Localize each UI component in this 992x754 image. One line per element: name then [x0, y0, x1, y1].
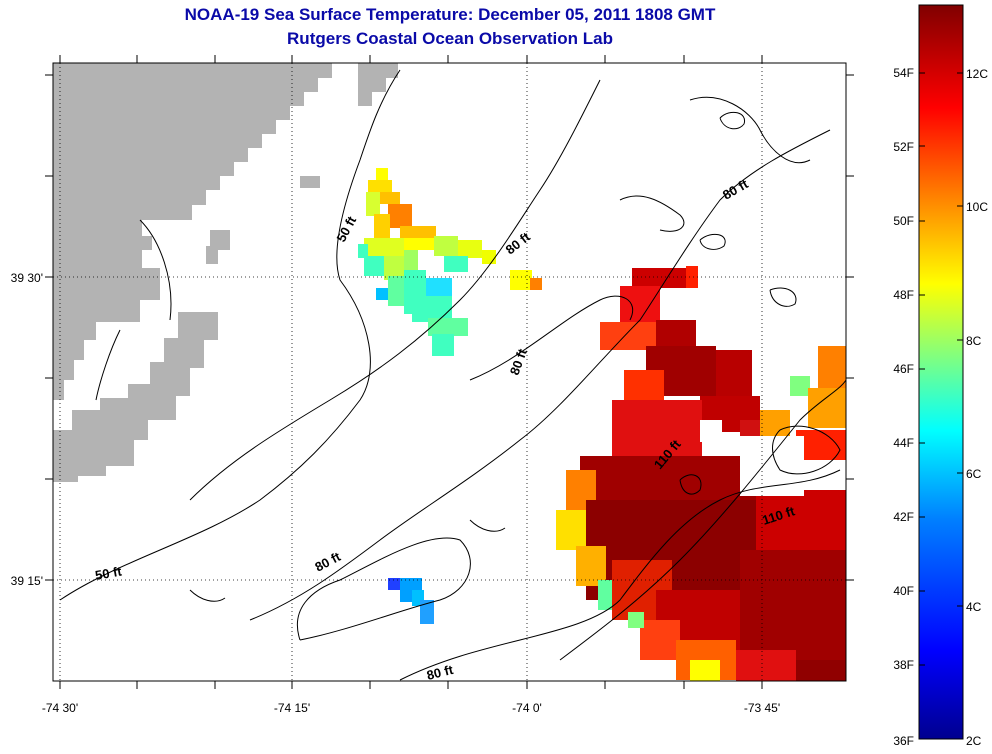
x-tick-label: -73 45'	[744, 701, 780, 715]
colorbar-f-label: 48F	[893, 288, 914, 302]
land-mass	[53, 63, 398, 482]
bathymetry-contours	[59, 69, 846, 681]
colorbar-c-label: 6C	[966, 467, 982, 481]
map-title: NOAA-19 Sea Surface Temperature: Decembe…	[184, 5, 716, 24]
colorbar-ticks	[919, 72, 963, 666]
colorbar-f-label: 54F	[893, 66, 914, 80]
colorbar-f-label: 42F	[893, 510, 914, 524]
x-tick-label: -74 30'	[42, 701, 78, 715]
sst-patch-warm	[556, 266, 846, 681]
sst-patch-cold	[388, 578, 434, 624]
colorbar-f-label: 52F	[893, 140, 914, 154]
colorbar-f-label: 50F	[893, 214, 914, 228]
map-subtitle: Rutgers Coastal Ocean Observation Lab	[287, 29, 613, 48]
colorbar-f-label: 38F	[893, 658, 914, 672]
colorbar-c-label: 2C	[966, 734, 982, 748]
sst-patch-north	[358, 168, 542, 356]
colorbar	[918, 4, 964, 740]
y-tick-label: 39 15'	[11, 574, 43, 588]
colorbar-c-label: 8C	[966, 334, 982, 348]
colorbar-c-label: 12C	[966, 67, 988, 81]
colorbar-c-label: 10C	[966, 200, 988, 214]
colorbar-fahrenheit-labels: 54F 52F 50F 48F 46F 44F 42F 40F 38F 36F	[893, 66, 914, 748]
x-tick-label: -74 15'	[274, 701, 310, 715]
colorbar-f-label: 36F	[893, 734, 914, 748]
map-frame	[45, 55, 854, 689]
colorbar-f-label: 44F	[893, 436, 914, 450]
colorbar-celsius-labels: 12C 10C 8C 6C 4C 2C	[966, 67, 988, 748]
colorbar-f-label: 46F	[893, 362, 914, 376]
y-tick-label: 39 30'	[11, 271, 43, 285]
contour-label: 80 ft	[425, 662, 455, 683]
contour-label: 50 ft	[94, 563, 124, 583]
x-tick-label: -74 0'	[512, 701, 542, 715]
graticule	[53, 63, 846, 681]
colorbar-f-label: 40F	[893, 584, 914, 598]
colorbar-c-label: 4C	[966, 600, 982, 614]
